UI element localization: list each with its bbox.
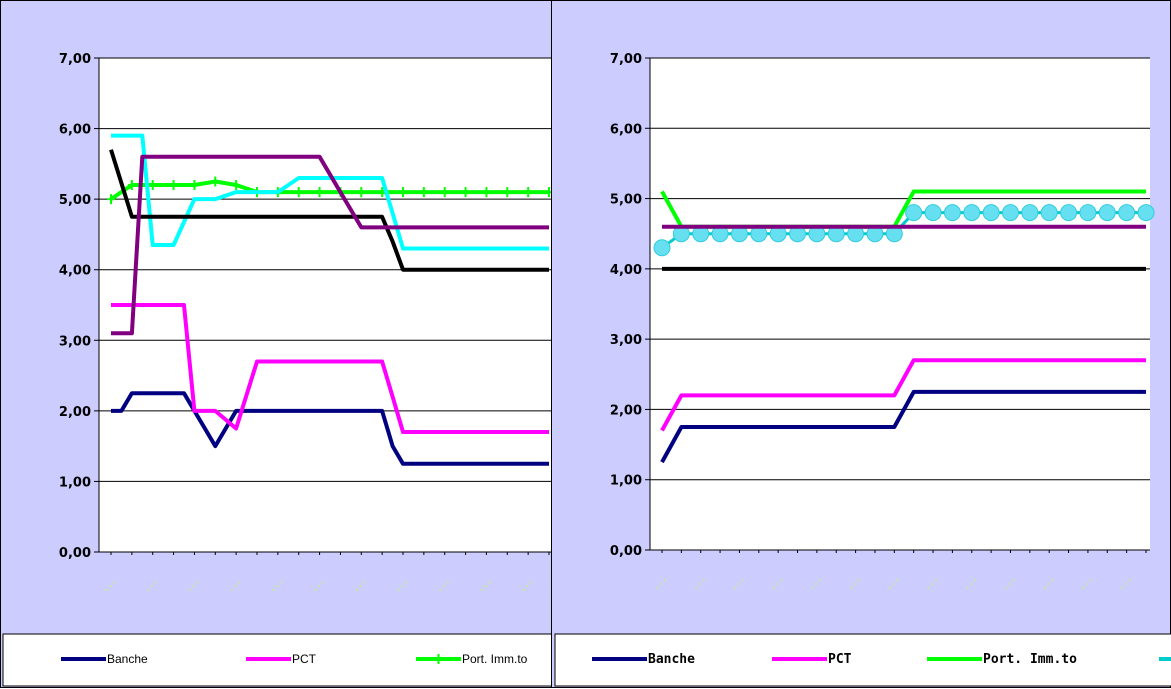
x-tick-label: ••• (1002, 576, 1020, 594)
legend (554, 633, 1171, 687)
x-tick-label: ••• (227, 578, 245, 596)
series-marker (905, 204, 923, 222)
chart-left: 0,00 1,00 2,00 3,00 4,00 5,00 6,00 7,00 ••• ••• ••… (2, 52, 553, 687)
x-tick-label: ••• (730, 576, 748, 594)
series-marker (653, 239, 671, 257)
y-tick-label: 3,00 (59, 334, 91, 349)
x-tick-label: ••• (185, 578, 203, 596)
chart-panel-right: 0,00 1,00 2,00 3,00 4,00 5,00 6,00 7,00 ••• ••• ••… (551, 0, 1171, 688)
x-tick-label: ••• (692, 576, 710, 594)
legend-label: PCT (828, 652, 852, 667)
x-tick-label: ••• (269, 578, 287, 596)
x-tick-label: ••• (477, 578, 495, 596)
x-tick-label: ••• (924, 576, 942, 594)
y-tick-label: 1,00 (59, 475, 91, 490)
series-marker (1040, 204, 1058, 222)
series-line (109, 149, 549, 272)
series-marker (1021, 204, 1039, 222)
x-tick-label: ••• (1040, 576, 1058, 594)
series-marker (924, 204, 942, 222)
series-line (111, 391, 549, 466)
chart-panel-left: 0,00 1,00 2,00 3,00 4,00 5,00 6,00 7,00 ••• ••• ••… (0, 0, 553, 688)
y-tick-label: 7,00 (59, 52, 91, 67)
x-tick-label: ••• (311, 578, 329, 596)
y-tick-label: 0,00 (610, 544, 642, 559)
series-marker (963, 204, 981, 222)
y-tick-label: 1,00 (610, 474, 642, 489)
y-tick-label: 6,00 (59, 123, 91, 138)
y-tick-label: 2,00 (59, 405, 91, 420)
y-tick-label: 3,00 (610, 333, 642, 348)
x-tick-label: ••• (963, 576, 981, 594)
y-tick-label: 4,00 (59, 264, 91, 279)
y-tick-label: 2,00 (610, 403, 642, 418)
series-marker (1060, 204, 1078, 222)
series-marker (1137, 204, 1155, 222)
x-tick-label: ••• (808, 576, 826, 594)
legend-label: Banche (648, 652, 695, 667)
x-tick-label: ••• (885, 576, 903, 594)
x-tick-label: ••• (1118, 576, 1136, 594)
series-marker (1079, 204, 1097, 222)
series-line (111, 303, 549, 434)
legend-label: PCT (292, 652, 317, 666)
x-tick-label: ••• (144, 578, 162, 596)
chart-right: 0,00 1,00 2,00 3,00 4,00 5,00 6,00 7,00 ••• ••• ••… (554, 52, 1171, 687)
y-tick-label: 4,00 (610, 263, 642, 278)
series-line (111, 154, 549, 336)
y-tick-label: 0,00 (59, 546, 91, 561)
series-line (109, 179, 549, 201)
x-tick-label: ••• (653, 576, 671, 594)
legend-label: Banche (107, 652, 148, 666)
x-tick-label: ••• (394, 578, 412, 596)
legend-label: Port. Imm.to (983, 652, 1077, 667)
series-marker (1118, 204, 1136, 222)
x-tick-label: ••• (1079, 576, 1097, 594)
x-tick-label: ••• (769, 576, 787, 594)
series-marker (943, 204, 961, 222)
series-line (660, 358, 1146, 432)
series-line (660, 389, 1146, 464)
series-marker (982, 204, 1000, 222)
y-tick-label: 5,00 (59, 193, 91, 208)
x-tick-label: ••• (352, 578, 370, 596)
y-tick-label: 7,00 (610, 52, 642, 67)
x-tick-label: ••• (519, 578, 537, 596)
x-tick-label: ••• (847, 576, 865, 594)
series-marker (1001, 204, 1019, 222)
plot-area (650, 58, 1150, 550)
legend-label: Port. Imm.to (462, 652, 528, 666)
y-tick-label: 6,00 (610, 122, 642, 137)
x-tick-label: ••• (436, 578, 454, 596)
y-tick-label: 5,00 (610, 193, 642, 208)
x-tick-label: ••• (102, 578, 120, 596)
series-marker (1098, 204, 1116, 222)
